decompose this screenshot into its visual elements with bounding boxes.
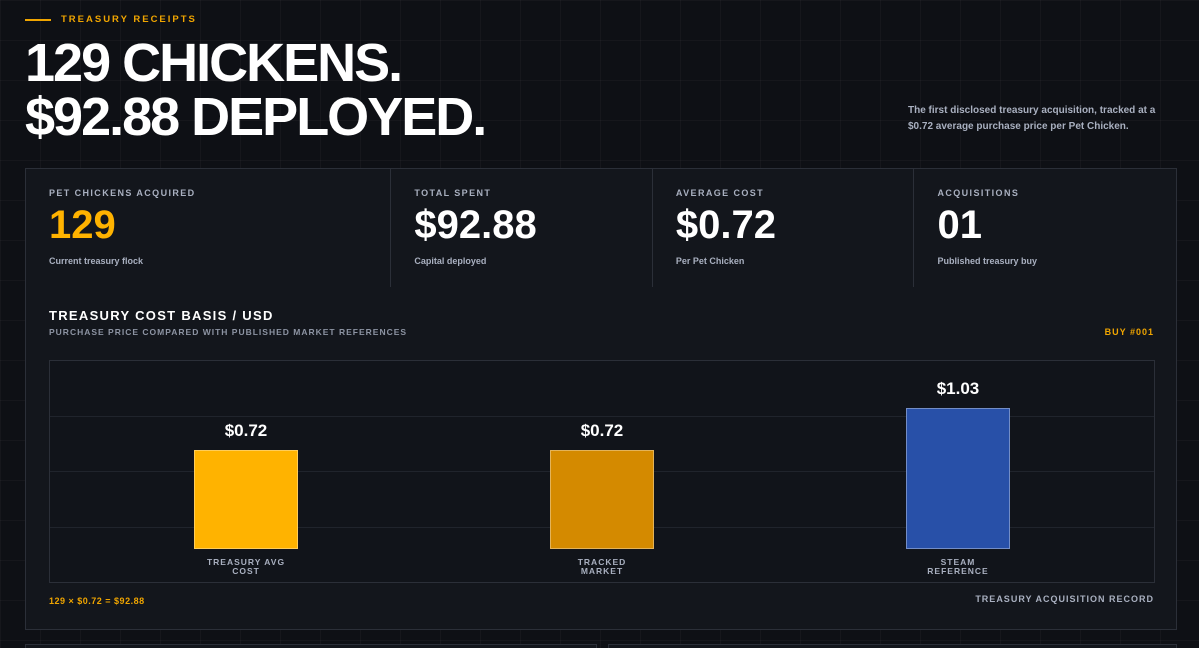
stat-label: TOTAL SPENT (414, 188, 492, 198)
chart-title: TREASURY COST BASIS / USD (49, 308, 274, 323)
category-label: TRACKED MARKET (577, 557, 627, 576)
headline-line: 129 CHICKENS. (25, 33, 403, 93)
stat-value: 01 (937, 203, 982, 247)
stat-card: TOTAL SPENT $92.88 Capital deployed (391, 169, 653, 287)
stat-caption: Current treasury flock (49, 256, 144, 266)
stat-value: $92.88 (414, 203, 537, 247)
bar (906, 408, 1010, 549)
footnote: 129 × $0.72 = $92.88 (49, 596, 145, 606)
grid-line (50, 416, 1154, 417)
stats-row: PET CHICKENS ACQUIRED 129 Current treasury… (25, 168, 1177, 288)
chart-subtitle: PURCHASE PRICE COMPARED WITH PUBLISHED M… (49, 327, 408, 337)
headline-line: $92.88 DEPLOYED. (25, 87, 487, 147)
category-label: STEAM REFERENCE (927, 557, 989, 576)
stat-label: ACQUISITIONS (937, 188, 1020, 198)
stat-caption: Capital deployed (414, 256, 487, 266)
next-panel (608, 644, 1177, 648)
headline: 129 CHICKENS. $92.88 DEPLOYED. (25, 33, 487, 147)
stat-label: PET CHICKENS ACQUIRED (49, 188, 196, 198)
chart-tag: BUY #001 (1104, 327, 1154, 337)
stat-card: ACQUISITIONS 01 Published treasury buy (914, 169, 1176, 287)
stat-value: $0.72 (675, 203, 777, 247)
chart-panel: TREASURY COST BASIS / USD PURCHASE PRICE… (25, 287, 1177, 630)
value-label: $0.72 (224, 421, 268, 441)
eyebrow: TREASURY RECEIPTS (25, 14, 197, 25)
value-label: $0.72 (580, 421, 624, 441)
stat-value: 129 (49, 203, 116, 247)
category-label: TREASURY AVG COST (206, 557, 286, 576)
bar (194, 450, 298, 549)
record-label: TREASURY ACQUISITION RECORD (975, 594, 1154, 604)
plot-area: $0.72 TREASURY AVG COST $0.72 TRACKED MARKE… (49, 360, 1155, 583)
stat-caption: Published treasury buy (937, 256, 1037, 266)
description: The first disclosed treasury acquisition… (908, 105, 1156, 132)
stat-card: PET CHICKENS ACQUIRED 129 Current treasury… (26, 169, 392, 287)
value-label: $1.03 (936, 379, 980, 398)
next-panel (25, 644, 597, 648)
stat-caption: Per Pet Chicken (675, 256, 745, 266)
stat-label: AVERAGE COST (675, 188, 765, 198)
stat-card: AVERAGE COST $0.72 Per Pet Chicken (653, 169, 915, 287)
bar (550, 450, 654, 549)
